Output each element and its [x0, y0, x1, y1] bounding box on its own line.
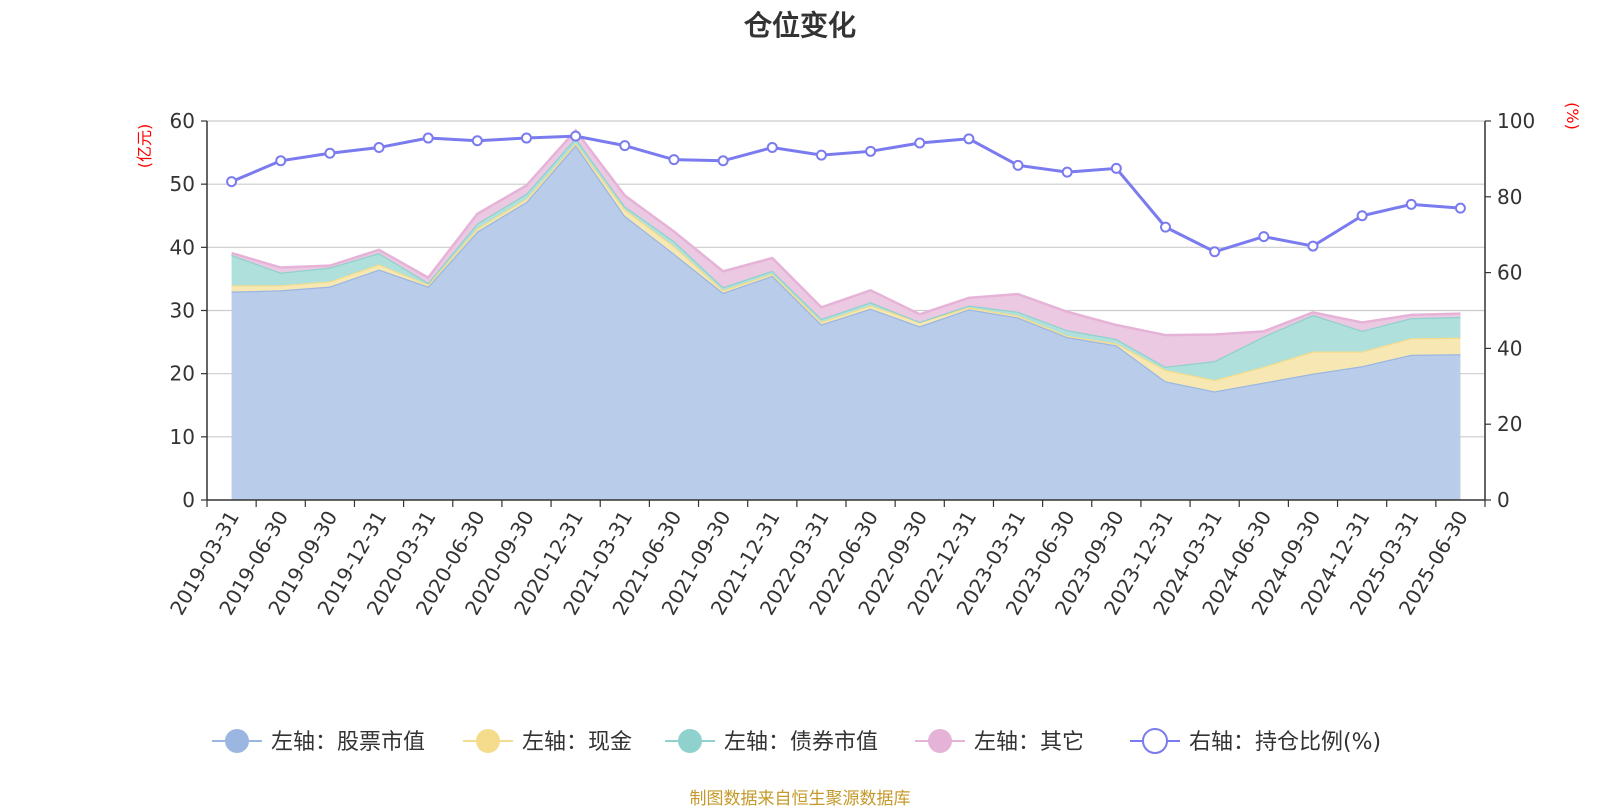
left-axis-tick-label: 10 [170, 425, 195, 449]
ratio-point[interactable] [766, 142, 778, 154]
area-左轴：现金 [231, 143, 1461, 392]
ratio-point[interactable] [275, 155, 287, 167]
legend-marker [1142, 728, 1168, 754]
left-axis-unit-label: (亿元) [135, 124, 154, 169]
ratio-line-path [230, 134, 1461, 254]
ratio-point[interactable] [1160, 221, 1171, 233]
ratio-point[interactable] [1061, 166, 1073, 178]
left-axis-tick-label: 50 [170, 172, 195, 196]
ratio-point[interactable] [1258, 231, 1270, 243]
ratio-point[interactable] [521, 132, 532, 144]
legend-marker [678, 729, 702, 753]
ratio-point[interactable] [914, 137, 926, 149]
legend-item[interactable]: 左轴：债券市值 [665, 729, 878, 755]
area-左轴：股票市值 [231, 145, 1461, 500]
ratio-point[interactable] [1012, 159, 1024, 171]
legend-item[interactable]: 左轴：股票市值 [212, 729, 425, 755]
legend-item[interactable]: 右轴：持仓比例(%) [1130, 728, 1381, 755]
right-axis-tick-label: 100 [1497, 109, 1535, 133]
right-axis-unit-label: (%) [1563, 102, 1582, 130]
ratio-point[interactable] [815, 149, 827, 161]
area-edge-左轴：其它 [231, 128, 1461, 337]
ratio-point[interactable] [1209, 246, 1221, 258]
ratio-point[interactable] [422, 132, 434, 144]
left-axis-tick-label: 40 [170, 235, 195, 259]
ratio-point[interactable] [570, 130, 582, 142]
ratio-point[interactable] [1307, 240, 1319, 252]
ratio-point[interactable] [619, 140, 631, 152]
right-axis-tick-label: 60 [1497, 261, 1522, 285]
right-axis-tick-label: 0 [1497, 488, 1510, 512]
left-axis-tick-label: 20 [170, 362, 195, 386]
left-axis-tick-label: 60 [170, 109, 195, 133]
ratio-point[interactable] [1454, 202, 1466, 214]
legend-marker [476, 729, 500, 753]
ratio-point[interactable] [668, 154, 680, 166]
ratio-point[interactable] [1356, 210, 1368, 222]
legend: 左轴：股票市值 左轴：现金 左轴：债券市值 左轴：其它 右轴：持仓比例(%) [212, 728, 1381, 755]
ratio-point[interactable] [717, 155, 729, 167]
stacked-areas [231, 128, 1461, 500]
legend-label: 左轴：其它 [974, 730, 1084, 755]
chart-title: 仓位变化 [743, 9, 856, 42]
legend-item[interactable]: 左轴：现金 [463, 729, 632, 755]
ratio-point[interactable] [963, 133, 975, 145]
left-axis-tick-label: 30 [170, 299, 195, 323]
legend-label: 右轴：持仓比例(%) [1189, 730, 1381, 755]
ratio-point[interactable] [471, 135, 483, 147]
ratio-point[interactable] [865, 145, 877, 157]
legend-item[interactable]: 左轴：其它 [915, 729, 1084, 755]
ratio-point[interactable] [226, 176, 238, 188]
ratio-point[interactable] [373, 142, 385, 154]
legend-label: 左轴：股票市值 [271, 730, 425, 755]
ratio-point[interactable] [1110, 162, 1122, 174]
source-note: 制图数据来自恒生聚源数据库 [689, 789, 911, 809]
legend-label: 左轴：债券市值 [724, 730, 878, 755]
right-axis-tick-label: 80 [1497, 185, 1522, 209]
ratio-point[interactable] [324, 147, 336, 159]
legend-marker [928, 729, 952, 753]
legend-label: 左轴：现金 [522, 730, 632, 755]
right-axis-tick-label: 40 [1497, 336, 1522, 360]
legend-marker [225, 729, 249, 753]
ratio-line [226, 130, 1466, 258]
ratio-point[interactable] [1405, 198, 1417, 210]
left-axis-tick-label: 0 [182, 488, 195, 512]
right-axis-tick-label: 20 [1497, 412, 1522, 436]
